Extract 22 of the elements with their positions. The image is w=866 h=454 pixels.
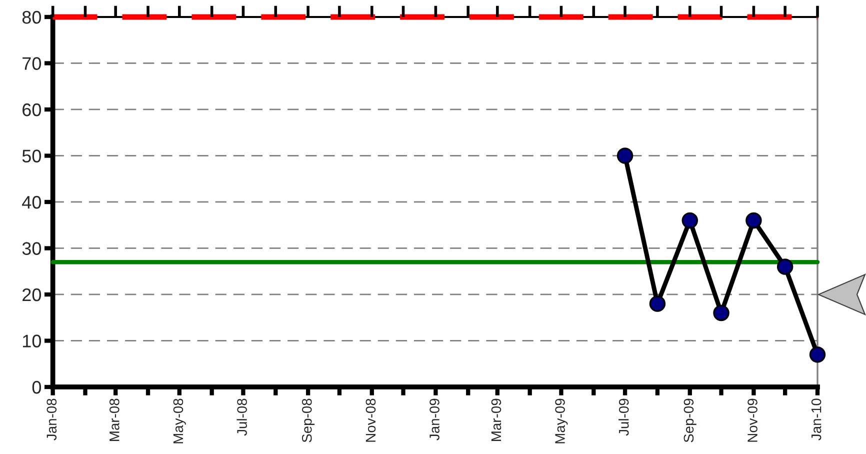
y-tick-label: 0 <box>32 380 42 394</box>
x-tick-label: Mar-09 <box>491 398 502 441</box>
x-tick-label: Sep-08 <box>302 398 315 442</box>
x-tick-label: Jan-10 <box>811 398 822 440</box>
x-tick-label: Mar-08 <box>109 398 120 441</box>
x-tick-label: Jan-09 <box>430 398 440 440</box>
x-tick-label: Nov-09 <box>748 398 758 442</box>
y-tick-label: 80 <box>22 10 42 24</box>
x-tick-label: May-08 <box>173 398 186 444</box>
x-tick-label: Jul-08 <box>236 398 247 436</box>
y-tick-label: 50 <box>22 150 42 162</box>
x-tick-label: Jul-09 <box>618 398 629 436</box>
x-tick-label: Sep-09 <box>684 398 696 442</box>
y-tick-label: 10 <box>23 334 42 348</box>
x-tick-label: Nov-08 <box>366 398 376 442</box>
x-tick-label: May-09 <box>555 398 568 444</box>
y-tick-label: 40 <box>22 196 42 209</box>
y-tick-label: 30 <box>22 242 42 255</box>
x-tick-label: Jan-08 <box>46 398 57 440</box>
y-tick-label: 20 <box>22 288 42 302</box>
y-tick-label: 70 <box>22 57 42 70</box>
y-tick-label: 60 <box>22 103 42 116</box>
